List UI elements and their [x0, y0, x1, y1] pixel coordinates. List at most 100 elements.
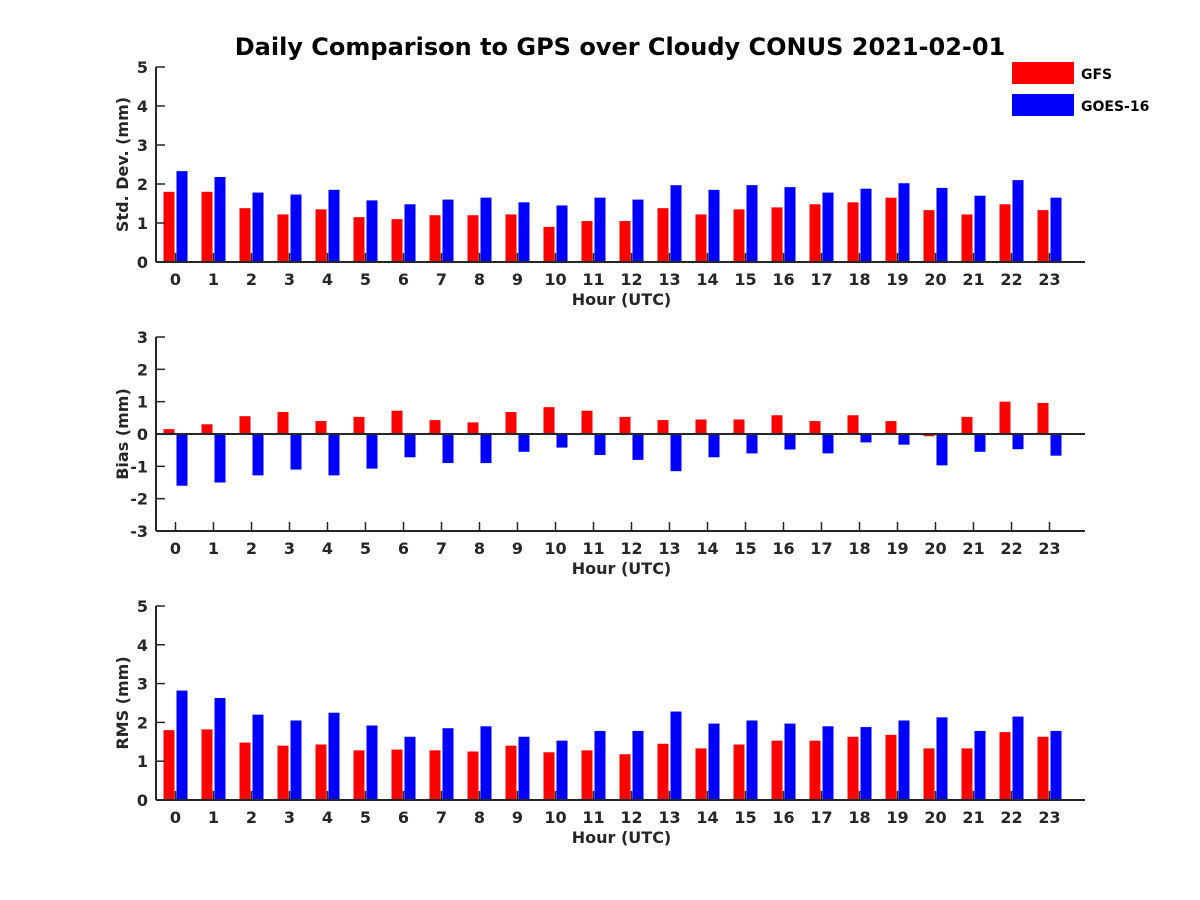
- bar-stddev-goes16-0: [176, 171, 188, 262]
- y-tick-label-stddev-2: 2: [137, 175, 148, 194]
- bar-stddev-gfs-20: [923, 210, 935, 262]
- bar-bias-goes16-3: [290, 434, 302, 470]
- bar-stddev-goes16-21: [974, 195, 986, 262]
- x-tick-label-stddev-14: 14: [696, 270, 718, 289]
- bar-rms-goes16-10: [556, 740, 568, 800]
- x-tick-label-bias-21: 21: [962, 539, 984, 558]
- bar-rms-goes16-17: [822, 726, 834, 800]
- bar-stddev-goes16-7: [442, 199, 454, 262]
- bar-bias-goes16-0: [176, 434, 188, 486]
- bar-stddev-gfs-3: [277, 214, 289, 262]
- bar-rms-gfs-8: [467, 751, 479, 800]
- bar-stddev-gfs-23: [1037, 210, 1049, 262]
- bar-rms-goes16-8: [480, 726, 492, 800]
- y-tick-label-rms-4: 4: [137, 636, 148, 655]
- bar-bias-goes16-23: [1050, 434, 1062, 456]
- x-tick-label-rms-4: 4: [322, 808, 333, 827]
- x-tick-label-rms-16: 16: [772, 808, 794, 827]
- bar-rms-goes16-23: [1050, 730, 1062, 800]
- x-tick-label-bias-18: 18: [848, 539, 870, 558]
- x-tick-label-bias-14: 14: [696, 539, 718, 558]
- bar-bias-goes16-20: [936, 434, 948, 466]
- y-tick-label-bias-2: 2: [137, 360, 148, 379]
- bar-stddev-gfs-4: [315, 209, 327, 262]
- bar-bias-goes16-19: [898, 434, 910, 445]
- bar-stddev-goes16-3: [290, 194, 302, 262]
- x-tick-label-stddev-15: 15: [734, 270, 756, 289]
- bar-bias-goes16-1: [214, 434, 226, 483]
- legend-swatch-goes16: [1012, 94, 1074, 116]
- bar-rms-gfs-18: [847, 736, 859, 800]
- x-tick-label-bias-2: 2: [246, 539, 257, 558]
- bar-stddev-goes16-15: [746, 185, 758, 262]
- y-tick-label-bias--1: -1: [130, 457, 148, 476]
- bar-rms-gfs-17: [809, 740, 821, 800]
- x-axis-label-bias: Hour (UTC): [572, 559, 672, 578]
- bar-rms-goes16-15: [746, 720, 758, 800]
- bar-stddev-goes16-11: [594, 197, 606, 262]
- bar-rms-goes16-2: [252, 714, 264, 800]
- x-tick-label-stddev-10: 10: [544, 270, 566, 289]
- x-tick-label-stddev-0: 0: [170, 270, 181, 289]
- bar-bias-gfs-9: [505, 412, 517, 434]
- bar-stddev-goes16-2: [252, 192, 264, 262]
- bar-stddev-goes16-17: [822, 192, 834, 262]
- x-tick-label-stddev-6: 6: [398, 270, 409, 289]
- legend-swatch-gfs: [1012, 62, 1074, 84]
- bar-stddev-gfs-8: [467, 215, 479, 262]
- x-tick-label-bias-6: 6: [398, 539, 409, 558]
- x-tick-label-bias-3: 3: [284, 539, 295, 558]
- x-tick-label-rms-18: 18: [848, 808, 870, 827]
- bar-rms-goes16-1: [214, 697, 226, 800]
- x-tick-label-bias-12: 12: [620, 539, 642, 558]
- bar-bias-gfs-13: [657, 420, 669, 434]
- bar-rms-goes16-14: [708, 723, 720, 800]
- bar-stddev-goes16-18: [860, 188, 872, 262]
- bar-rms-goes16-22: [1012, 716, 1024, 800]
- bar-bias-gfs-8: [467, 422, 479, 434]
- bar-bias-gfs-6: [391, 410, 403, 434]
- y-tick-label-stddev-1: 1: [137, 214, 148, 233]
- bar-bias-goes16-2: [252, 434, 264, 476]
- bar-bias-gfs-3: [277, 412, 289, 434]
- bar-bias-goes16-21: [974, 434, 986, 452]
- y-tick-label-rms-3: 3: [137, 675, 148, 694]
- x-tick-label-bias-15: 15: [734, 539, 756, 558]
- x-tick-label-bias-8: 8: [474, 539, 485, 558]
- bar-stddev-gfs-7: [429, 215, 441, 262]
- x-tick-label-stddev-19: 19: [886, 270, 908, 289]
- bar-bias-goes16-7: [442, 434, 454, 464]
- x-tick-label-stddev-17: 17: [810, 270, 832, 289]
- x-tick-label-stddev-23: 23: [1038, 270, 1060, 289]
- x-tick-label-rms-7: 7: [436, 808, 447, 827]
- bar-stddev-goes16-10: [556, 205, 568, 262]
- bar-stddev-gfs-18: [847, 202, 859, 262]
- y-tick-label-stddev-5: 5: [137, 58, 148, 77]
- bar-rms-gfs-4: [315, 744, 327, 800]
- x-tick-label-rms-11: 11: [582, 808, 604, 827]
- y-tick-label-rms-1: 1: [137, 752, 148, 771]
- bar-stddev-gfs-19: [885, 197, 897, 262]
- bar-rms-goes16-18: [860, 727, 872, 800]
- x-tick-label-rms-13: 13: [658, 808, 680, 827]
- y-tick-label-stddev-0: 0: [137, 253, 148, 272]
- y-tick-label-rms-2: 2: [137, 713, 148, 732]
- x-tick-label-bias-17: 17: [810, 539, 832, 558]
- x-tick-label-bias-4: 4: [322, 539, 333, 558]
- y-tick-label-bias-3: 3: [137, 328, 148, 347]
- y-axis-label-bias: Bias (mm): [113, 388, 132, 480]
- x-tick-label-bias-1: 1: [208, 539, 219, 558]
- x-tick-label-bias-20: 20: [924, 539, 946, 558]
- y-axis-label-rms: RMS (mm): [113, 656, 132, 749]
- bar-stddev-gfs-16: [771, 207, 783, 262]
- x-tick-label-bias-5: 5: [360, 539, 371, 558]
- x-tick-label-stddev-12: 12: [620, 270, 642, 289]
- x-tick-label-bias-16: 16: [772, 539, 794, 558]
- bar-bias-gfs-18: [847, 415, 859, 434]
- bar-rms-gfs-9: [505, 745, 517, 800]
